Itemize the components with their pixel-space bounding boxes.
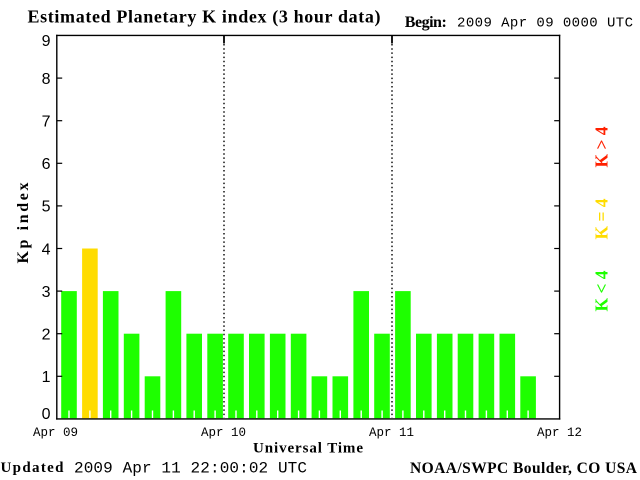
svg-text:Apr 10: Apr 10 bbox=[201, 426, 246, 440]
svg-text:0: 0 bbox=[42, 406, 51, 423]
svg-text:4: 4 bbox=[42, 241, 51, 258]
svg-text:Apr 12: Apr 12 bbox=[537, 426, 582, 440]
svg-text:2009 Apr 11 22:00:02 UTC: 2009 Apr 11 22:00:02 UTC bbox=[74, 459, 307, 477]
svg-text:Apr 11: Apr 11 bbox=[369, 426, 414, 440]
svg-text:2009 Apr 09 0000 UTC: 2009 Apr 09 0000 UTC bbox=[457, 16, 633, 32]
svg-text:1: 1 bbox=[42, 369, 51, 386]
svg-text:5: 5 bbox=[42, 199, 51, 216]
svg-text:Apr 09: Apr 09 bbox=[33, 426, 78, 440]
svg-text:2: 2 bbox=[42, 327, 51, 344]
svg-text:Universal Time: Universal Time bbox=[253, 440, 363, 456]
svg-text:Updated: Updated bbox=[1, 460, 65, 476]
svg-text:Kp index: Kp index bbox=[15, 183, 32, 264]
svg-text:K>4: K>4 bbox=[592, 126, 612, 167]
svg-text:Estimated Planetary K index (3: Estimated Planetary K index (3 hour data… bbox=[28, 7, 381, 28]
svg-text:7: 7 bbox=[42, 114, 51, 131]
svg-text:K<4: K<4 bbox=[592, 270, 612, 311]
svg-text:9: 9 bbox=[42, 33, 51, 50]
svg-text:NOAA/SWPC Boulder, CO USA: NOAA/SWPC Boulder, CO USA bbox=[410, 460, 638, 477]
svg-text:K=4: K=4 bbox=[592, 198, 612, 239]
svg-text:3: 3 bbox=[42, 284, 51, 301]
svg-text:8: 8 bbox=[42, 71, 51, 88]
svg-text:Begin:: Begin: bbox=[405, 14, 447, 31]
svg-text:6: 6 bbox=[42, 156, 51, 173]
